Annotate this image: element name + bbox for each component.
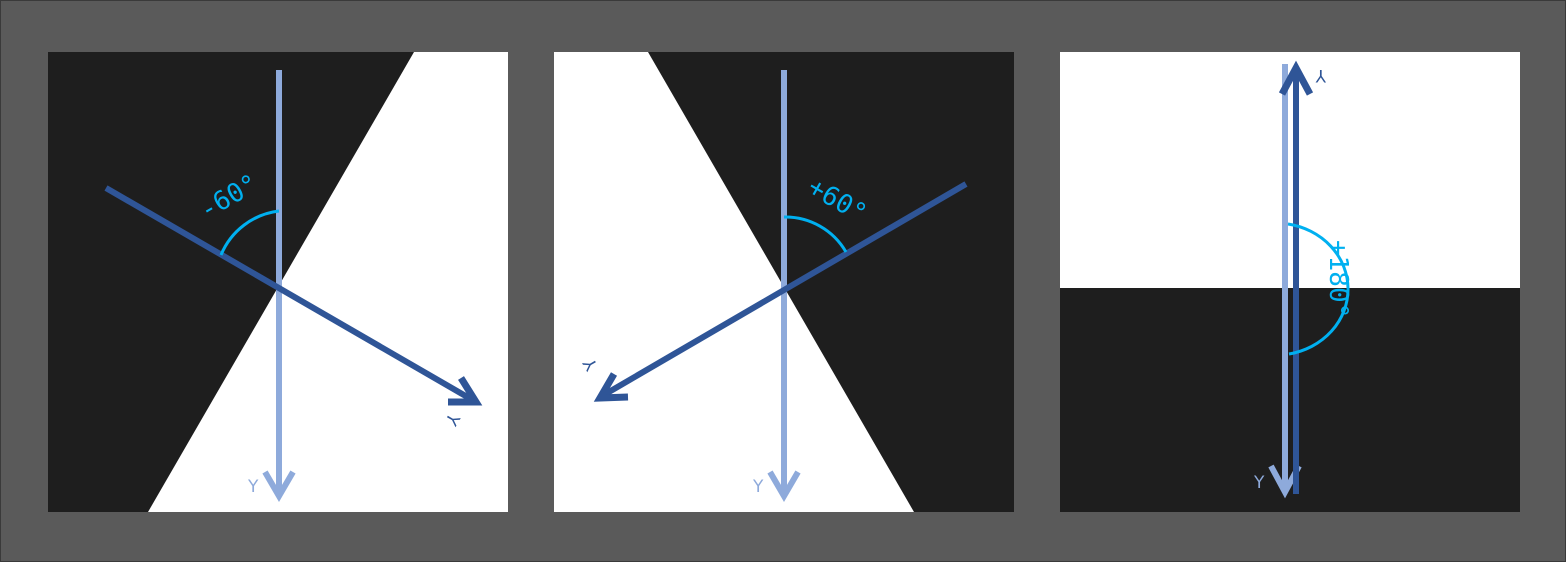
- dark-region: [648, 52, 1014, 512]
- panel-plus-180: Y Y +180°: [1060, 52, 1520, 512]
- rotated-y-axis: [104, 185, 483, 406]
- rotated-y-axis: [593, 181, 968, 402]
- original-y-axis: [262, 70, 296, 502]
- rotated-y-axis: [1278, 60, 1314, 494]
- angle-arc: [219, 209, 280, 256]
- light-region: [148, 52, 508, 512]
- angle-arc: [783, 215, 848, 253]
- rotated-axis-label: Y: [1315, 65, 1327, 85]
- angle-label: +180°: [1323, 240, 1353, 318]
- dark-region: [1060, 288, 1520, 512]
- panel-minus-60: Y Y -60°: [48, 52, 508, 512]
- original-axis-label: Y: [1253, 473, 1265, 493]
- light-region: [1060, 52, 1520, 288]
- original-axis-label: Y: [247, 477, 259, 497]
- panel-plus-60: Y Y +60°: [554, 52, 1014, 512]
- panel-minus-60-canvas: Y Y -60°: [48, 52, 508, 512]
- original-axis-label: Y: [752, 477, 764, 497]
- angle-arc: [1287, 222, 1350, 356]
- panel-plus-60-canvas: Y Y +60°: [554, 52, 1014, 512]
- panel-plus-180-canvas: Y Y +180°: [1060, 52, 1520, 512]
- original-y-axis: [767, 70, 801, 502]
